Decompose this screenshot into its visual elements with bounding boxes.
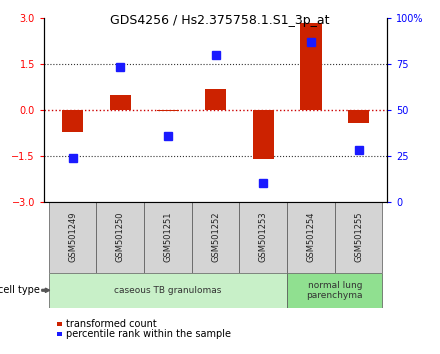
- Bar: [287, 273, 382, 308]
- Text: GSM501252: GSM501252: [211, 212, 220, 262]
- Bar: [300, 23, 322, 110]
- Bar: [110, 95, 131, 110]
- Bar: [205, 89, 226, 110]
- Text: GSM501251: GSM501251: [163, 212, 172, 262]
- Text: GSM501249: GSM501249: [68, 212, 77, 262]
- Bar: [49, 273, 287, 308]
- Text: GSM501255: GSM501255: [354, 212, 363, 262]
- Text: GSM501254: GSM501254: [306, 212, 315, 262]
- Text: normal lung
parenchyma: normal lung parenchyma: [307, 281, 363, 300]
- Bar: [335, 202, 382, 273]
- Bar: [49, 202, 96, 273]
- Bar: [239, 202, 287, 273]
- Text: percentile rank within the sample: percentile rank within the sample: [66, 329, 231, 339]
- Bar: [192, 202, 239, 273]
- Text: transformed count: transformed count: [66, 319, 157, 329]
- Bar: [62, 110, 83, 132]
- Bar: [144, 202, 192, 273]
- Bar: [96, 202, 144, 273]
- Bar: [253, 110, 274, 159]
- Bar: [348, 110, 369, 122]
- Text: caseous TB granulomas: caseous TB granulomas: [114, 286, 222, 295]
- Text: cell type: cell type: [0, 285, 40, 295]
- Bar: [287, 202, 335, 273]
- Text: GSM501253: GSM501253: [259, 212, 268, 263]
- Text: GSM501250: GSM501250: [116, 212, 125, 262]
- Text: GDS4256 / Hs2.375758.1.S1_3p_at: GDS4256 / Hs2.375758.1.S1_3p_at: [110, 14, 330, 27]
- Bar: [157, 110, 179, 111]
